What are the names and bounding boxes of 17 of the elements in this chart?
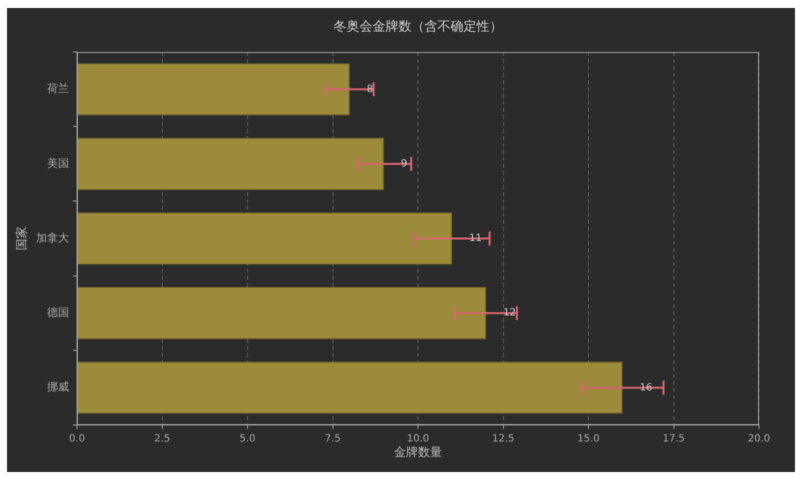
- y-tick-label: 荷兰: [47, 82, 69, 96]
- x-tick-label: 7.5: [324, 434, 341, 445]
- y-axis-title: 国家: [14, 226, 28, 250]
- x-tick-label: 20.0: [748, 434, 770, 445]
- x-tick-label: 17.5: [662, 434, 685, 445]
- y-tick-label: 加拿大: [36, 231, 69, 244]
- y-tick-label: 德国: [47, 306, 69, 319]
- x-axis-title: 金牌数量: [394, 444, 442, 459]
- x-tick-label: 5.0: [240, 434, 256, 445]
- y-tick-label: 挪威: [47, 380, 69, 394]
- x-tick-label: 15.0: [577, 434, 600, 445]
- x-tick-label: 2.5: [154, 434, 170, 445]
- x-tick-label: 0.0: [69, 434, 85, 445]
- x-tick-label: 12.5: [492, 434, 514, 445]
- y-tick-label: 美国: [47, 156, 69, 170]
- x-tick-label: 10.0: [406, 434, 430, 445]
- chart-title: 冬奥会金牌数（含不确定性）: [334, 19, 502, 34]
